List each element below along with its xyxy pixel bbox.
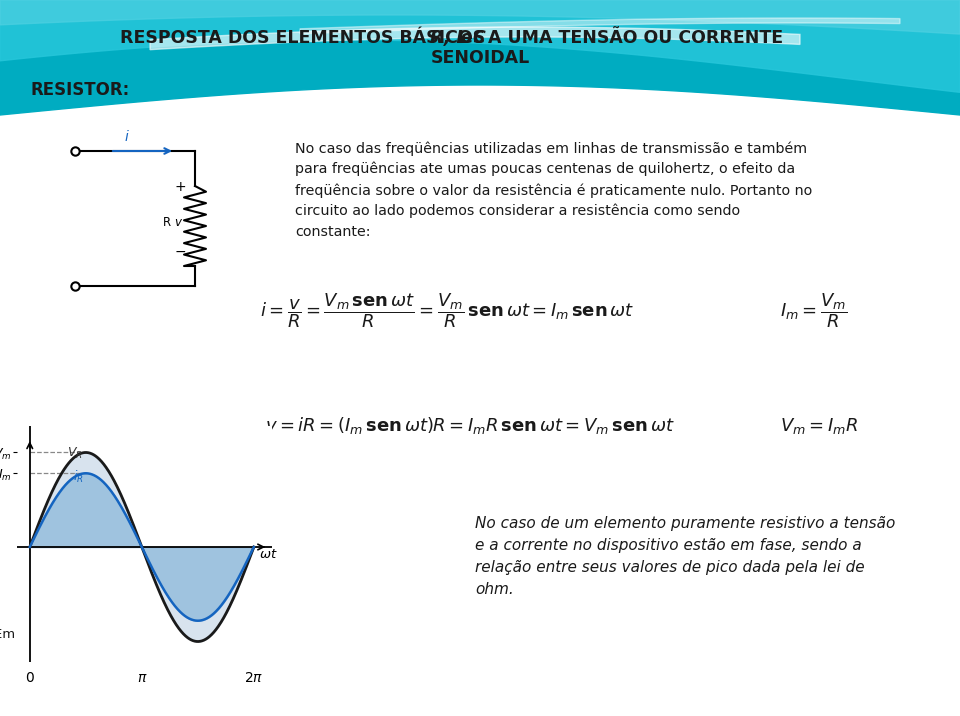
Text: $i = \dfrac{v}{R} = \dfrac{V_m\, \mathbf{sen}\,\omega t}{R} = \dfrac{V_m}{R}\, \: $i = \dfrac{v}{R} = \dfrac{V_m\, \mathbf… [260,291,635,330]
Polygon shape [300,18,900,34]
Text: ohm.: ohm. [475,582,514,597]
Text: constante:: constante: [295,225,371,239]
Text: e a corrente no dispositivo estão em fase, sendo a: e a corrente no dispositivo estão em fas… [475,538,862,553]
Text: SENOIDAL: SENOIDAL [430,49,530,67]
Text: circuito ao lado podemos considerar a resistência como sendo: circuito ao lado podemos considerar a re… [295,204,740,218]
Text: $V_R$: $V_R$ [67,446,83,461]
Text: +: + [175,180,186,194]
Text: tensão estão em fase.: tensão estão em fase. [56,643,204,656]
Polygon shape [0,0,960,92]
Text: No caso de um elemento puramente resistivo a tensão: No caso de um elemento puramente resisti… [475,516,896,531]
Text: RESPOSTA DOS ELEMENTOS BÁSICOS: RESPOSTA DOS ELEMENTOS BÁSICOS [120,29,492,47]
Text: C: C [472,29,485,47]
Text: Em um elemento resistivo a corrente e a: Em um elemento resistivo a corrente e a [0,628,266,641]
Text: No caso das freqüências utilizadas em linhas de transmissão e também: No caso das freqüências utilizadas em li… [295,141,807,155]
Text: i: i [125,130,129,144]
Text: relação entre seus valores de pico dada pela lei de: relação entre seus valores de pico dada … [475,560,865,575]
Text: freqüência sobre o valor da resistência é praticamente nulo. Portanto no: freqüência sobre o valor da resistência … [295,183,812,198]
Text: RESISTOR:: RESISTOR: [30,81,130,99]
Text: v: v [174,216,181,229]
Text: A UMA TENSÃO OU CORRENTE: A UMA TENSÃO OU CORRENTE [482,29,783,47]
Polygon shape [0,0,960,115]
Polygon shape [0,0,960,34]
Text: R: R [163,216,171,229]
Text: R, L: R, L [430,29,468,47]
Text: $i_R$: $i_R$ [73,469,84,485]
Text: para freqüências ate umas poucas centenas de quilohertz, o efeito da: para freqüências ate umas poucas centena… [295,162,795,177]
Text: $v = iR = (I_m\, \mathbf{sen}\, \omega t)R = I_m R\,\mathbf{sen}\, \omega t = V_: $v = iR = (I_m\, \mathbf{sen}\, \omega t… [265,415,675,437]
Text: $\omega t$: $\omega t$ [259,548,277,561]
Polygon shape [150,27,800,49]
Text: −: − [175,245,186,259]
Text: $I_m = \dfrac{V_m}{R}$: $I_m = \dfrac{V_m}{R}$ [780,291,848,330]
Text: e: e [455,29,479,47]
Text: $V_m = I_m R$: $V_m = I_m R$ [780,416,858,436]
